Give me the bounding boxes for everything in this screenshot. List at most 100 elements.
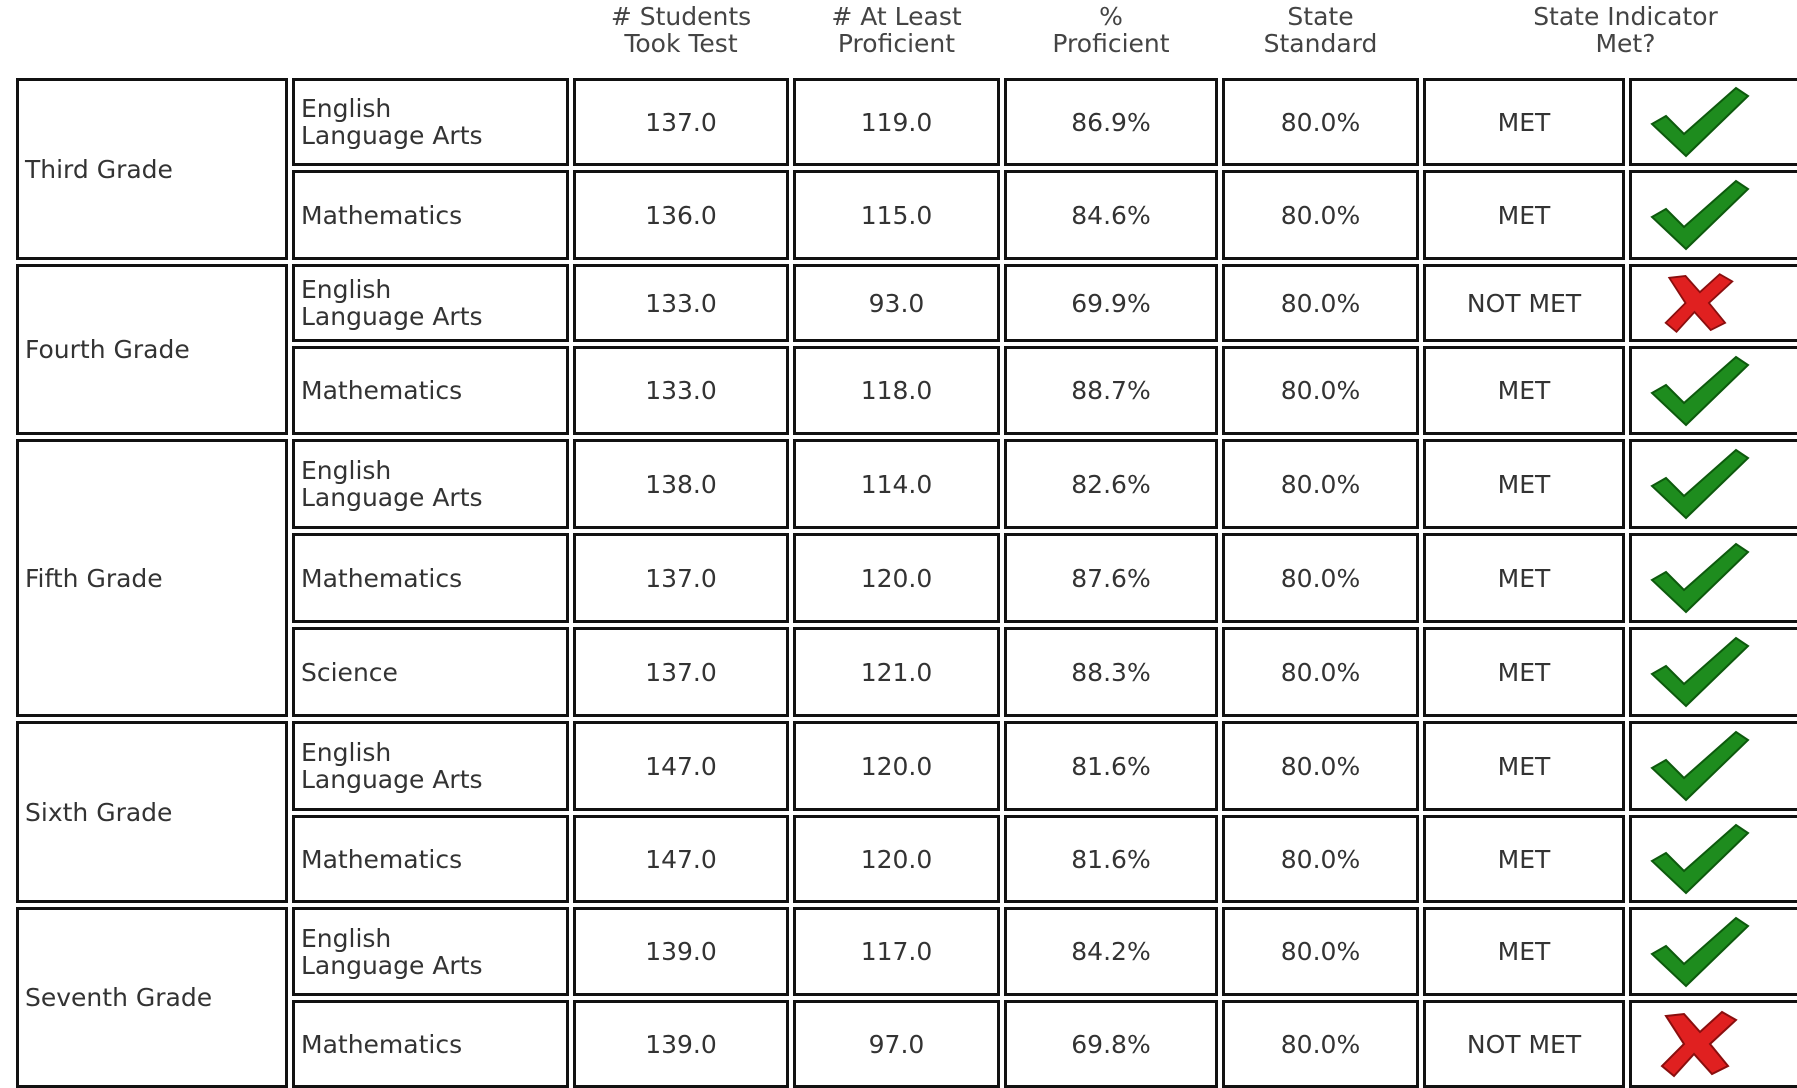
header-line: Proficient [837, 29, 956, 58]
value-cell: 80.0% [1222, 346, 1419, 435]
icon-shape [1660, 1010, 1738, 1078]
subject-line: English [301, 456, 392, 485]
cell-value: 80.0% [1280, 469, 1361, 499]
header-line: # Students [610, 2, 752, 31]
value-cell: 88.3% [1004, 627, 1218, 717]
status-text: MET [1497, 200, 1551, 230]
cell-value: 138.0 [645, 469, 717, 499]
value-cell: 115.0 [793, 170, 1000, 260]
status-cell: NOT MET [1423, 264, 1625, 342]
grade-cell: Seventh Grade [16, 907, 288, 1088]
value-cell: 121.0 [793, 627, 1000, 717]
header-line: Standard [1263, 29, 1378, 58]
subject-cell: Mathematics [292, 533, 569, 623]
value-cell: 84.6% [1004, 170, 1218, 260]
value-cell: 82.6% [1004, 439, 1218, 529]
subject-line: English [301, 94, 392, 123]
value-cell: 120.0 [793, 815, 1000, 903]
icon-cell [1629, 439, 1797, 529]
icon-cell [1629, 533, 1797, 623]
check-icon [1649, 179, 1750, 251]
subject-line: Science [301, 657, 398, 687]
grade-cell: Fourth Grade [16, 264, 288, 435]
value-cell: 80.0% [1222, 721, 1419, 811]
value-cell: 147.0 [573, 815, 789, 903]
status-cell: MET [1423, 721, 1625, 811]
icon-cell [1629, 264, 1797, 342]
column-header: # At Least Proficient [791, 3, 1002, 57]
icon-cell [1629, 815, 1797, 903]
icon-cell [1629, 721, 1797, 811]
value-cell: 69.8% [1004, 1000, 1218, 1088]
value-cell: 120.0 [793, 533, 1000, 623]
cell-value: 120.0 [860, 563, 933, 593]
cell-value: 88.7% [1071, 376, 1151, 405]
cell-value: 80.0% [1280, 288, 1361, 318]
status-cell: MET [1423, 627, 1625, 717]
check-icon [1649, 86, 1750, 158]
cell-value: 80.0% [1280, 107, 1361, 137]
value-cell: 81.6% [1004, 721, 1218, 811]
subject-line: Language Arts [301, 302, 483, 331]
cell-value: 117.0 [860, 937, 933, 966]
subject-cell: Mathematics [292, 815, 569, 903]
value-cell: 81.6% [1004, 815, 1218, 903]
cell-value: 81.6% [1071, 751, 1151, 781]
cell-value: 80.0% [1280, 844, 1361, 874]
subject-cell: English Language Arts [292, 439, 569, 529]
cell-value: 88.3% [1071, 657, 1151, 687]
value-cell: 137.0 [573, 533, 789, 623]
status-cell: MET [1423, 907, 1625, 996]
value-cell: 80.0% [1222, 815, 1419, 903]
value-cell: 80.0% [1222, 439, 1419, 529]
status-text: MET [1497, 751, 1551, 781]
status-text: MET [1497, 844, 1551, 874]
cell-value: 80.0% [1280, 751, 1361, 781]
subject-line: Language Arts [301, 483, 483, 512]
value-cell: 118.0 [793, 346, 1000, 435]
grade-name: Fifth Grade [25, 563, 163, 593]
cell-value: 147.0 [645, 844, 717, 874]
value-cell: 139.0 [573, 1000, 789, 1088]
column-header: State Indicator Met? [1421, 3, 1797, 57]
subject-cell: English Language Arts [292, 78, 569, 166]
icon-shape [1663, 273, 1734, 334]
grade-name: Third Grade [25, 154, 173, 184]
value-cell: 114.0 [793, 439, 1000, 529]
status-cell: MET [1423, 78, 1625, 166]
value-cell: 117.0 [793, 907, 1000, 996]
value-cell: 133.0 [573, 264, 789, 342]
cell-value: 120.0 [860, 751, 933, 781]
cell-value: 80.0% [1280, 1029, 1361, 1059]
status-text: MET [1497, 107, 1551, 137]
value-cell: 119.0 [793, 78, 1000, 166]
icon-shape [1649, 916, 1750, 987]
check-icon [1649, 823, 1750, 895]
status-cell: MET [1423, 815, 1625, 903]
status-cell: NOT MET [1423, 1000, 1625, 1088]
cross-icon [1660, 1010, 1738, 1078]
icon-cell [1629, 346, 1797, 435]
value-cell: 88.7% [1004, 346, 1218, 435]
icon-cell [1629, 907, 1797, 996]
icon-cell [1629, 627, 1797, 717]
subject-line: Mathematics [301, 563, 463, 593]
subject-line: Language Arts [301, 950, 483, 980]
value-cell: 80.0% [1222, 78, 1419, 166]
value-cell: 80.0% [1222, 907, 1419, 996]
cell-value: 80.0% [1280, 937, 1361, 966]
cell-value: 87.6% [1071, 563, 1151, 593]
icon-shape [1649, 86, 1750, 158]
cell-value: 136.0 [645, 200, 717, 230]
value-cell: 93.0 [793, 264, 1000, 342]
value-cell: 133.0 [573, 346, 789, 435]
status-text: NOT MET [1466, 288, 1582, 318]
cell-value: 139.0 [645, 937, 717, 966]
cell-value: 114.0 [860, 469, 933, 499]
status-text: MET [1497, 376, 1551, 405]
cell-value: 119.0 [860, 107, 933, 137]
grade-cell: Fifth Grade [16, 439, 288, 717]
value-cell: 80.0% [1222, 264, 1419, 342]
cell-value: 137.0 [645, 563, 717, 593]
